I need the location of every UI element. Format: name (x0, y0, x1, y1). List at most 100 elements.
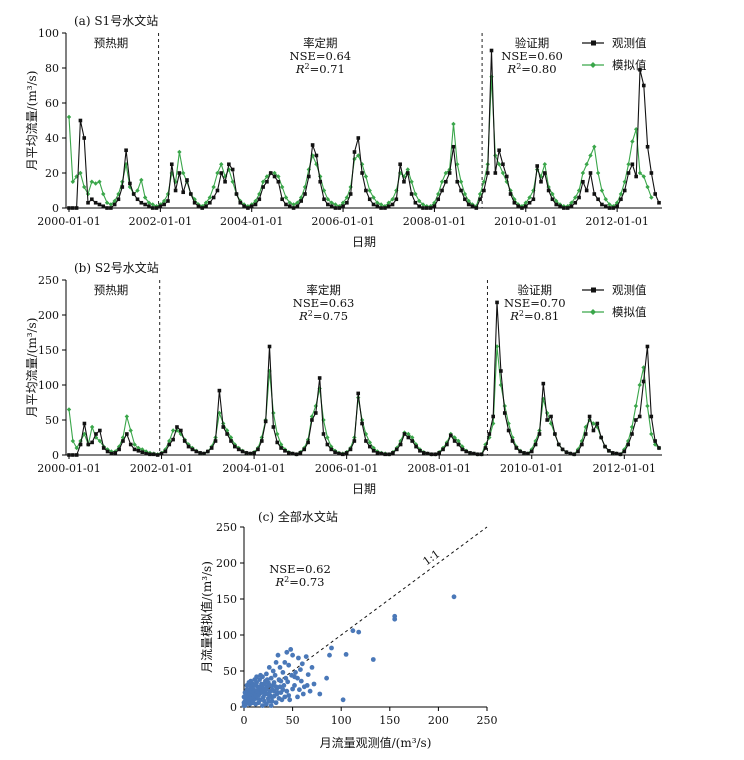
observed-point (253, 202, 258, 207)
period-label: 率定期 (303, 36, 338, 50)
x-axis-label: 月流量观测值/(m³/s) (320, 735, 432, 750)
observed-point (295, 204, 300, 209)
observed-point (185, 178, 189, 182)
x-tick-label: 250 (477, 714, 498, 727)
x-tick-label: 2008-01-01 (407, 462, 470, 475)
x-tick-label: 2000-01-01 (37, 462, 100, 475)
y-tick-label: 40 (45, 132, 59, 145)
panel-b: (b) S2号水文站 0 50 100 150 200 250 2000-01-01 2002-… (25, 260, 662, 496)
simulated-point (579, 438, 585, 444)
y-tick-label: 60 (45, 97, 59, 110)
legend-marker-diamond (590, 62, 596, 68)
r2-symbol: R (298, 309, 308, 323)
simulated-point (603, 197, 608, 202)
simulated-point (344, 195, 350, 200)
scatter-point (297, 687, 302, 693)
observed-point (475, 452, 480, 457)
observed-point (564, 450, 569, 454)
observed-point (493, 171, 498, 175)
simulated-point (74, 174, 79, 179)
observed-point (541, 381, 546, 386)
observed-point (101, 446, 106, 450)
scatter-point (356, 629, 362, 635)
observed-point (565, 206, 570, 210)
simulated-point (139, 177, 144, 183)
simulated-point (186, 442, 191, 447)
simulated-point (576, 188, 582, 193)
scatter-nse: NSE=0.62 (269, 562, 331, 576)
observed-point (445, 442, 449, 447)
scatter-point (286, 693, 292, 698)
observed-point (485, 171, 490, 175)
observed-point (466, 202, 471, 207)
observed-point (410, 439, 415, 443)
simulated-point (592, 144, 597, 149)
scatter-point (250, 681, 256, 687)
simulated-point (637, 170, 643, 176)
observed-point (591, 428, 596, 433)
observed-point (112, 202, 117, 207)
observed-point (568, 451, 573, 456)
simulated-point (66, 407, 72, 412)
observed-point (213, 439, 218, 443)
observed-point (539, 179, 543, 184)
observed-point (637, 414, 642, 419)
y-tick-label: 150 (216, 593, 237, 606)
y-tick-label: 80 (45, 62, 59, 75)
y-axis-label: 月平均流量/(m³/s) (25, 71, 39, 171)
observed-point (497, 148, 501, 153)
observed-point (279, 446, 283, 450)
observed-point (227, 162, 231, 167)
panel-a: (a) S1号水文站 0 20 40 60 80 100 2000-01-01 2002-01-… (25, 13, 662, 249)
observed-point (429, 452, 434, 457)
observed-point (150, 206, 155, 210)
observed-point (402, 432, 407, 436)
observed-point (219, 171, 224, 175)
simulated-point (230, 179, 235, 184)
observed-point (280, 197, 284, 202)
observed-point (391, 451, 395, 455)
scatter-point (268, 675, 274, 681)
observed-point (93, 200, 98, 205)
observed-point (432, 204, 437, 209)
simulated-point (222, 174, 228, 179)
y-tick-label: 200 (216, 557, 237, 570)
simulated-point (375, 200, 380, 205)
observed-point (257, 197, 262, 202)
observed-point (614, 451, 619, 456)
observed-point (208, 200, 212, 205)
observed-point (74, 206, 79, 210)
observed-point (86, 200, 90, 205)
x-tick-label: 0 (241, 714, 248, 727)
period-label: 率定期 (306, 283, 341, 297)
x-tick-label: 2012-01-01 (593, 462, 656, 475)
observed-point (131, 192, 136, 196)
simulated-point (93, 181, 98, 186)
x-tick-label: 50 (286, 714, 300, 727)
scatter-point (327, 652, 332, 658)
simulated-point (367, 188, 372, 193)
simulated-point (314, 162, 319, 167)
observed-point (405, 171, 410, 175)
simulated-point (588, 153, 593, 158)
r2-superscript: 2 (516, 62, 521, 71)
observed-point (417, 204, 421, 209)
observed-point (569, 204, 574, 209)
simulated-point (298, 195, 304, 200)
observed-point (173, 188, 178, 193)
observed-point (167, 442, 172, 447)
observed-point (340, 452, 345, 457)
simulated-point (120, 179, 125, 184)
legend-label: 模拟值 (612, 58, 647, 72)
scatter-point (269, 694, 275, 700)
simulated-point (74, 445, 79, 451)
observed-point (148, 452, 152, 457)
observed-point (468, 451, 472, 455)
observed-point (409, 192, 414, 196)
observed-point (622, 449, 627, 454)
period-label: 验证期 (517, 283, 552, 297)
observed-point (246, 206, 250, 210)
scatter-point (300, 691, 306, 697)
panel-c: (c) 全部水文站 0 50 100 150 200 250 0 50 100 150 200 250 月… (199, 509, 498, 750)
simulated-point (405, 167, 410, 172)
